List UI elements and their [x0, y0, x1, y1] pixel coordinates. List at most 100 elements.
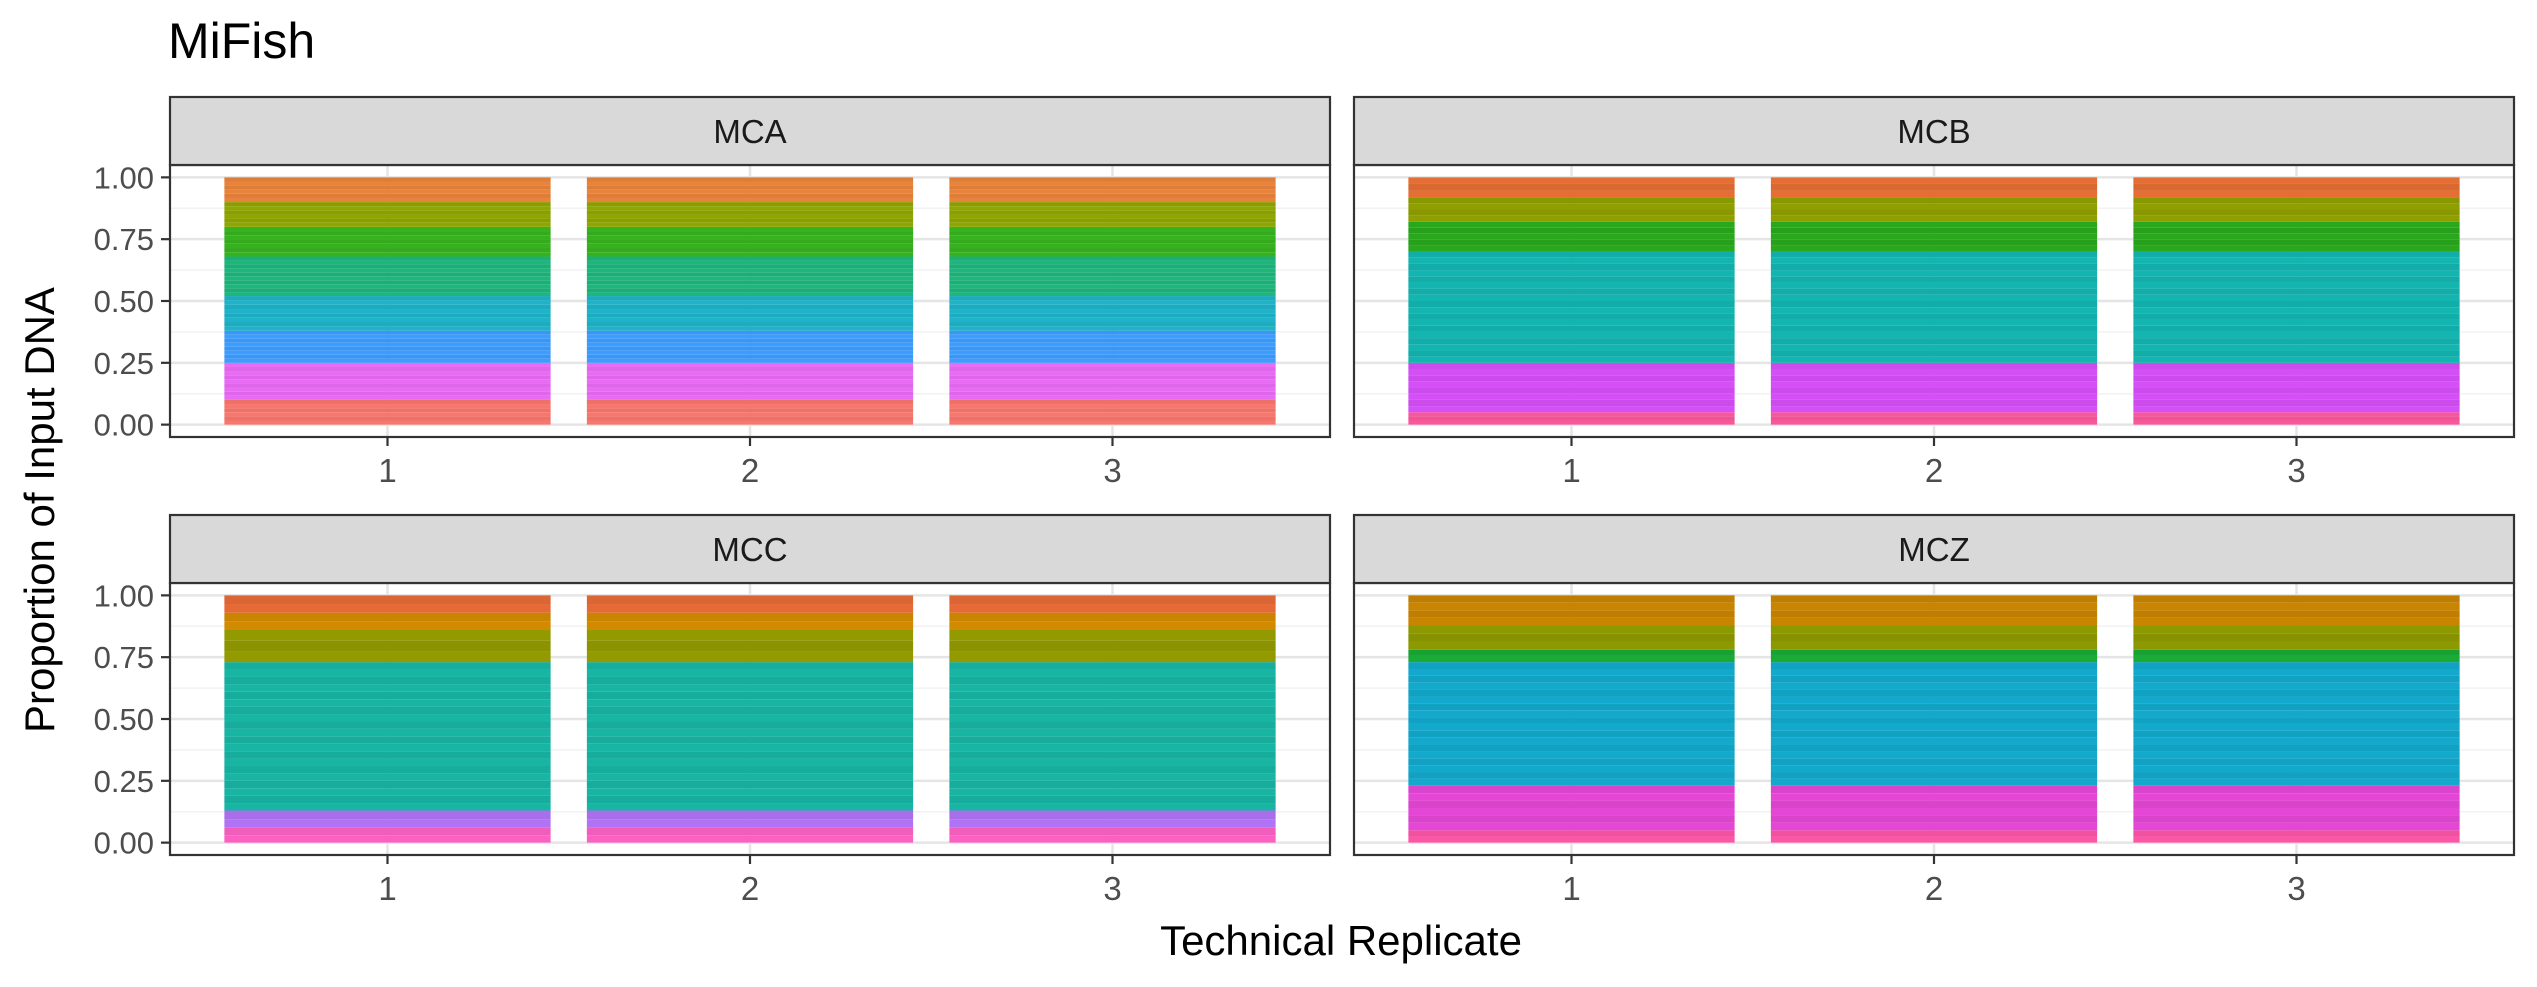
- bar-segment: [2133, 387, 2460, 394]
- bar-segment: [224, 387, 551, 392]
- bar-segment: [586, 416, 914, 421]
- bar-segment: [2133, 362, 2460, 369]
- bar-segment: [949, 260, 1276, 265]
- bar-segment: [224, 662, 551, 670]
- bar-segment: [586, 202, 914, 207]
- bar-segment: [586, 819, 914, 828]
- bar-segment: [949, 313, 1276, 318]
- bar-segment: [586, 706, 914, 715]
- bar-segment: [949, 264, 1276, 269]
- bar-segment: [1408, 416, 1735, 421]
- bar-segment: [224, 803, 551, 811]
- bar-segment: [949, 296, 1276, 301]
- bar-segment: [224, 346, 551, 351]
- bar-segment: [224, 621, 551, 630]
- bar-segment: [1770, 257, 2098, 264]
- bar-segment: [949, 803, 1276, 811]
- bar-segment: [2133, 668, 2460, 676]
- bar-segment: [586, 260, 914, 265]
- bar-segment: [949, 288, 1276, 293]
- bar-segment: [1408, 815, 1735, 823]
- bar-segment: [1408, 830, 1735, 837]
- bar-segment: [1408, 649, 1735, 656]
- bar-segment: [1408, 257, 1735, 264]
- bar-segment: [2133, 338, 2460, 345]
- bar-segment: [1770, 649, 2098, 656]
- bar-segment: [949, 765, 1276, 774]
- bar-replicate-3: [949, 595, 1276, 843]
- bar-segment: [949, 420, 1276, 425]
- bar-segment: [949, 284, 1276, 289]
- bar-segment: [1408, 221, 1735, 228]
- bar-segment: [1408, 362, 1735, 369]
- bar-segment: [2133, 602, 2460, 611]
- bar-segment: [586, 243, 914, 249]
- bar-segment: [1408, 668, 1735, 676]
- bar-segment: [1408, 800, 1735, 809]
- bar-replicate-1: [1408, 595, 1735, 843]
- bar-segment: [2133, 416, 2460, 421]
- facet-strip: [168, 95, 1332, 167]
- bar-segment: [586, 788, 914, 796]
- bar-segment: [1408, 785, 1735, 794]
- bar-segment: [1770, 270, 2098, 277]
- bar-segment: [1408, 758, 1735, 766]
- bar-segment: [1408, 633, 1735, 642]
- bar-segment: [949, 640, 1276, 652]
- bar-segment: [1770, 344, 2098, 351]
- bar-segment: [586, 714, 914, 722]
- bar-segment: [1770, 276, 2098, 283]
- bar-segment: [586, 317, 914, 323]
- bar-segment: [949, 252, 1276, 257]
- bar-segment: [949, 248, 1276, 253]
- bar-segment: [224, 375, 551, 380]
- x-tick-label: 1: [1562, 870, 1580, 907]
- bar-segment: [949, 399, 1276, 405]
- bar-segment: [1408, 319, 1735, 326]
- bar-segment: [224, 330, 551, 335]
- bar-segment: [586, 743, 914, 752]
- bar-segment: [2133, 744, 2460, 752]
- bar-segment: [1770, 313, 2098, 320]
- bar-segment: [224, 185, 551, 190]
- bar-segment: [949, 189, 1276, 194]
- bar-segment: [586, 651, 914, 663]
- bar-segment: [2133, 245, 2460, 252]
- bar-segment: [2133, 288, 2460, 295]
- bar-segment: [1770, 737, 2098, 745]
- bar-segment: [1408, 595, 1735, 603]
- bar-segment: [2133, 420, 2460, 425]
- bar-segment: [949, 629, 1276, 641]
- bar-segment: [1770, 778, 2098, 786]
- bar-segment: [586, 197, 914, 203]
- bar-segment: [1408, 270, 1735, 277]
- bar-segment: [1408, 263, 1735, 271]
- bar-segment: [1408, 625, 1735, 634]
- bar-segment: [586, 379, 914, 384]
- bar-segment: [224, 399, 551, 405]
- bar-segment: [1408, 610, 1735, 618]
- bar-segment: [586, 383, 914, 388]
- bar-segment: [224, 684, 551, 692]
- bar-segment: [586, 284, 914, 289]
- bar-segment: [586, 780, 914, 789]
- bar-segment: [1770, 689, 2098, 697]
- bar-segment: [224, 226, 551, 232]
- bar-segment: [586, 629, 914, 641]
- bar-segment: [224, 395, 551, 400]
- bar-segment: [1770, 245, 2098, 252]
- x-tick-label: 2: [741, 452, 759, 489]
- bar-segment: [224, 193, 551, 198]
- bar-segment: [586, 408, 914, 413]
- bar-segment: [224, 604, 551, 613]
- bar-segment: [949, 326, 1276, 331]
- bar-segment: [2133, 682, 2460, 690]
- bar-segment: [1408, 307, 1735, 314]
- bar-segment: [586, 256, 914, 261]
- bar-segment: [949, 595, 1276, 605]
- bar-segment: [224, 177, 551, 182]
- bar-segment: [949, 612, 1276, 622]
- bar-segment: [949, 699, 1276, 707]
- bar-segment: [586, 803, 914, 811]
- bar-segment: [2133, 710, 2460, 718]
